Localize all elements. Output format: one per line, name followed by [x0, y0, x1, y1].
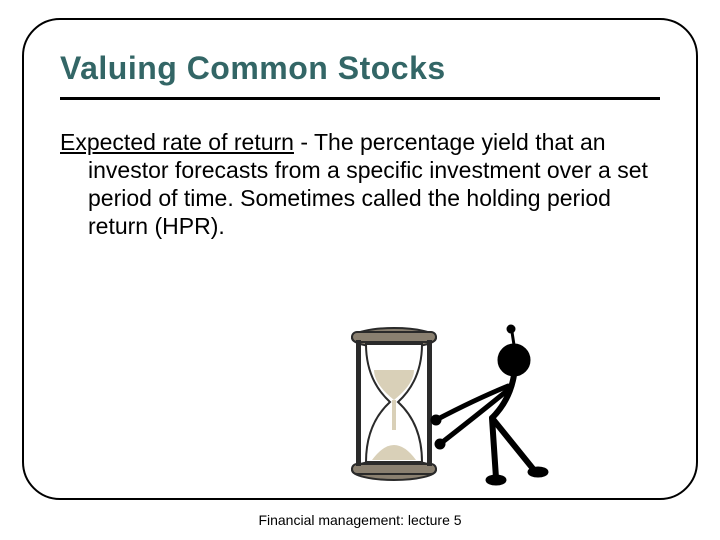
slide-frame: Valuing Common Stocks Expected rate of r… — [22, 18, 698, 500]
hourglass-figure-clipart — [324, 320, 584, 490]
definition-paragraph: Expected rate of return - The percentage… — [60, 128, 660, 240]
term: Expected rate of return — [60, 129, 294, 155]
slide-footer: Financial management: lecture 5 — [0, 512, 720, 528]
slide-title: Valuing Common Stocks — [60, 50, 660, 87]
title-underline — [60, 97, 660, 100]
